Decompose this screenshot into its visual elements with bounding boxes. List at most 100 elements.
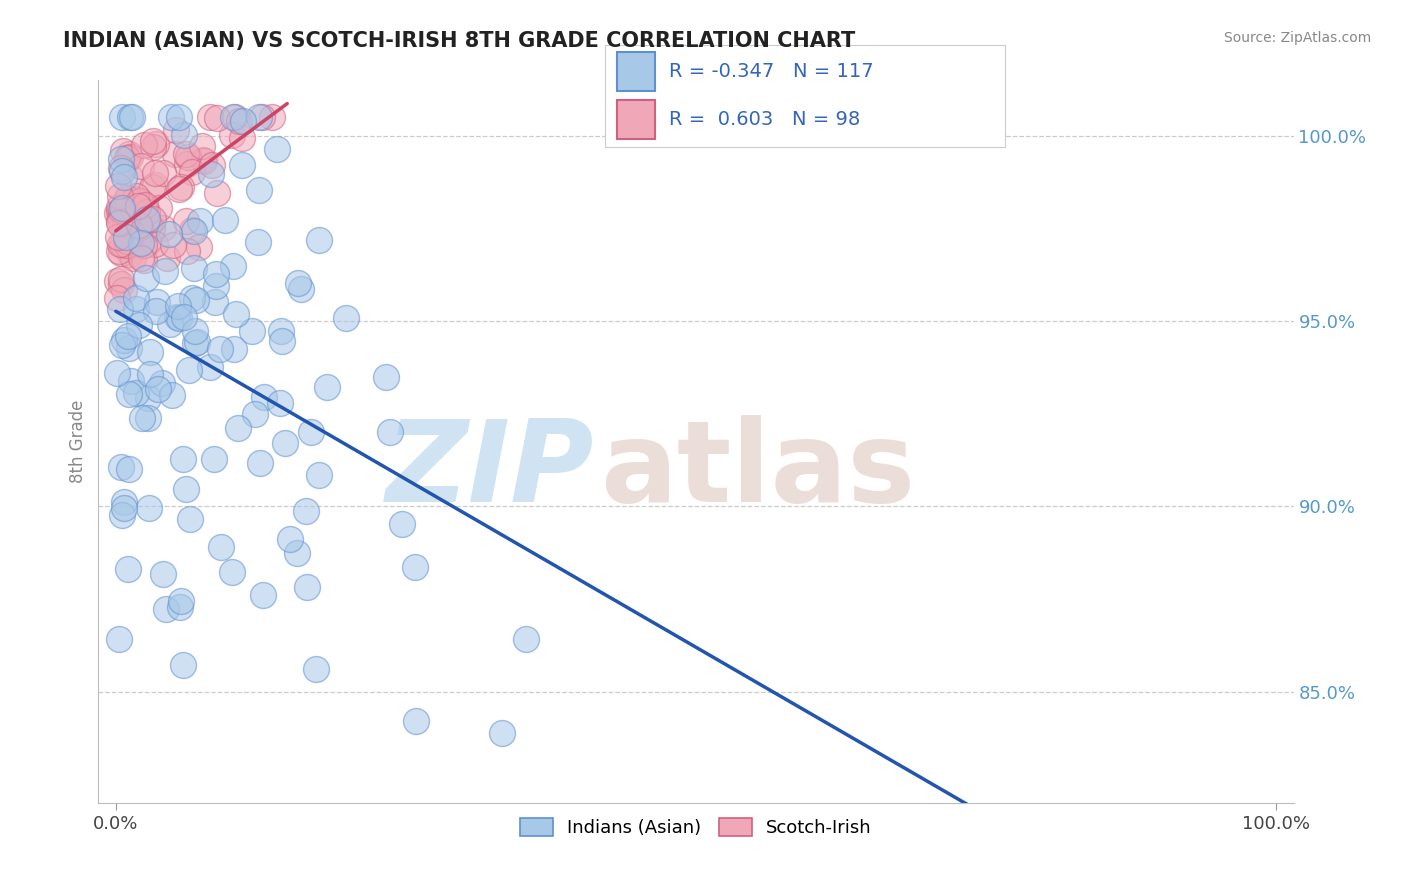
Point: [139, 344, 162, 359]
Point: [129, 219, 152, 234]
Point: [270, 334, 292, 348]
Text: R = -0.347   N = 117: R = -0.347 N = 117: [669, 62, 873, 81]
Point: [120, 169, 142, 184]
Point: [180, 165, 202, 179]
Point: [231, 158, 253, 172]
Point: [108, 301, 131, 316]
Point: [188, 214, 211, 228]
Point: [204, 295, 226, 310]
Point: [112, 333, 135, 347]
Point: [135, 212, 157, 227]
Point: [166, 310, 188, 324]
Point: [107, 632, 129, 646]
Point: [108, 216, 131, 230]
Point: [269, 395, 291, 409]
Point: [110, 153, 132, 167]
Point: [142, 140, 165, 154]
Point: [129, 236, 152, 251]
Point: [145, 165, 167, 179]
Point: [270, 324, 292, 338]
Point: [156, 252, 179, 266]
Point: [170, 179, 193, 194]
Point: [252, 588, 274, 602]
Point: [118, 150, 141, 164]
Point: [111, 338, 134, 352]
Point: [205, 111, 228, 125]
Point: [170, 594, 193, 608]
Point: [209, 541, 232, 555]
Point: [240, 324, 263, 338]
Point: [205, 267, 228, 281]
Point: [165, 122, 187, 136]
Point: [260, 111, 283, 125]
Point: [136, 411, 159, 425]
Point: [198, 111, 221, 125]
Point: [111, 508, 134, 522]
Point: [146, 295, 169, 310]
Point: [274, 436, 297, 450]
Bar: [617, 52, 655, 91]
Point: [187, 240, 209, 254]
Point: [131, 410, 153, 425]
Point: [209, 342, 232, 356]
Point: [184, 324, 207, 338]
Point: [142, 212, 165, 227]
Point: [128, 219, 150, 233]
Point: [404, 560, 426, 574]
Point: [139, 367, 162, 381]
Point: [222, 342, 245, 356]
Point: [202, 452, 225, 467]
Point: [107, 204, 129, 219]
Point: [125, 386, 148, 401]
Point: [180, 223, 202, 237]
Point: [115, 234, 138, 248]
Point: [120, 111, 142, 125]
Point: [125, 192, 148, 206]
Point: [143, 178, 166, 192]
Point: [405, 714, 427, 729]
Point: [111, 209, 134, 223]
Point: [110, 277, 132, 291]
Point: [243, 407, 266, 421]
Point: [316, 380, 339, 394]
Point: [111, 205, 134, 219]
Point: [120, 375, 142, 389]
Point: [299, 425, 322, 439]
Point: [111, 237, 134, 252]
Point: [135, 205, 157, 219]
Point: [176, 157, 198, 171]
Text: atlas: atlas: [600, 415, 915, 526]
Point: [117, 562, 139, 576]
Point: [375, 369, 398, 384]
Point: [221, 111, 243, 125]
Legend: Indians (Asian), Scotch-Irish: Indians (Asian), Scotch-Irish: [513, 811, 879, 845]
Point: [152, 567, 174, 582]
Point: [167, 111, 190, 125]
Point: [160, 388, 183, 402]
Point: [201, 158, 224, 172]
Point: [125, 223, 148, 237]
Point: [129, 252, 152, 266]
Point: [136, 392, 159, 406]
Point: [167, 310, 190, 325]
Point: [177, 363, 200, 377]
Point: [183, 260, 205, 275]
Point: [110, 161, 132, 175]
Point: [155, 601, 177, 615]
Point: [157, 227, 180, 241]
Point: [134, 205, 156, 219]
Point: [124, 189, 146, 203]
Point: [228, 113, 250, 128]
Point: [127, 199, 149, 213]
Point: [110, 272, 132, 286]
Point: [110, 245, 132, 260]
Point: [285, 546, 308, 560]
Point: [108, 236, 131, 251]
Point: [134, 238, 156, 252]
Point: [118, 247, 141, 261]
Point: [115, 192, 138, 206]
Point: [125, 291, 148, 305]
Point: [145, 136, 167, 151]
Point: [515, 632, 537, 647]
Point: [110, 213, 132, 227]
